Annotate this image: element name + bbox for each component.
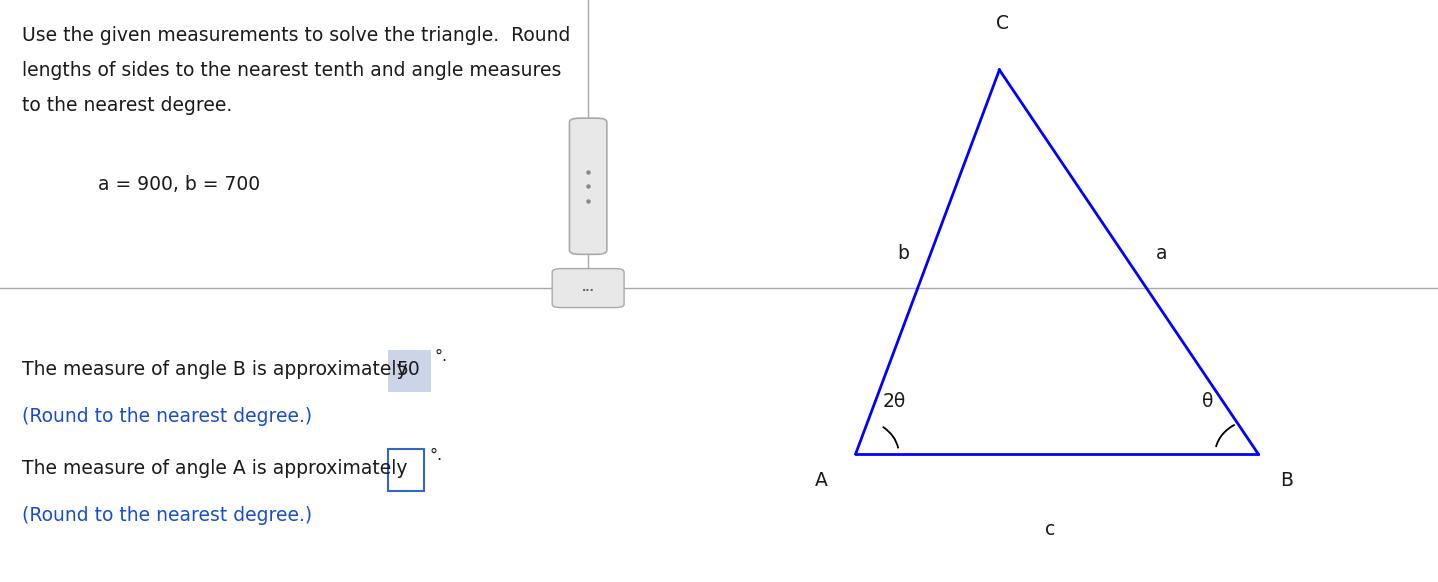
Text: c: c	[1044, 520, 1055, 539]
Text: θ: θ	[1202, 392, 1214, 411]
Text: Use the given measurements to solve the triangle.  Round: Use the given measurements to solve the …	[22, 26, 569, 45]
Text: (Round to the nearest degree.): (Round to the nearest degree.)	[22, 407, 312, 425]
Text: to the nearest degree.: to the nearest degree.	[22, 96, 232, 115]
FancyBboxPatch shape	[552, 269, 624, 307]
Text: a: a	[1156, 244, 1168, 262]
Text: ...: ...	[582, 283, 594, 293]
FancyBboxPatch shape	[388, 449, 424, 491]
FancyBboxPatch shape	[388, 350, 431, 392]
Text: A: A	[815, 471, 827, 489]
Text: (Round to the nearest degree.): (Round to the nearest degree.)	[22, 506, 312, 524]
Text: C: C	[995, 14, 1009, 33]
Text: b: b	[897, 244, 909, 262]
Text: °.: °.	[434, 349, 447, 364]
Text: The measure of angle A is approximately: The measure of angle A is approximately	[22, 459, 413, 478]
Text: a = 900, b = 700: a = 900, b = 700	[98, 175, 260, 194]
Text: 50: 50	[397, 360, 420, 379]
Text: B: B	[1280, 471, 1294, 489]
Text: The measure of angle B is approximately: The measure of angle B is approximately	[22, 360, 413, 379]
Text: 2θ: 2θ	[883, 392, 906, 411]
Text: °.: °.	[430, 448, 443, 463]
Text: lengths of sides to the nearest tenth and angle measures: lengths of sides to the nearest tenth an…	[22, 61, 561, 80]
FancyBboxPatch shape	[569, 118, 607, 254]
